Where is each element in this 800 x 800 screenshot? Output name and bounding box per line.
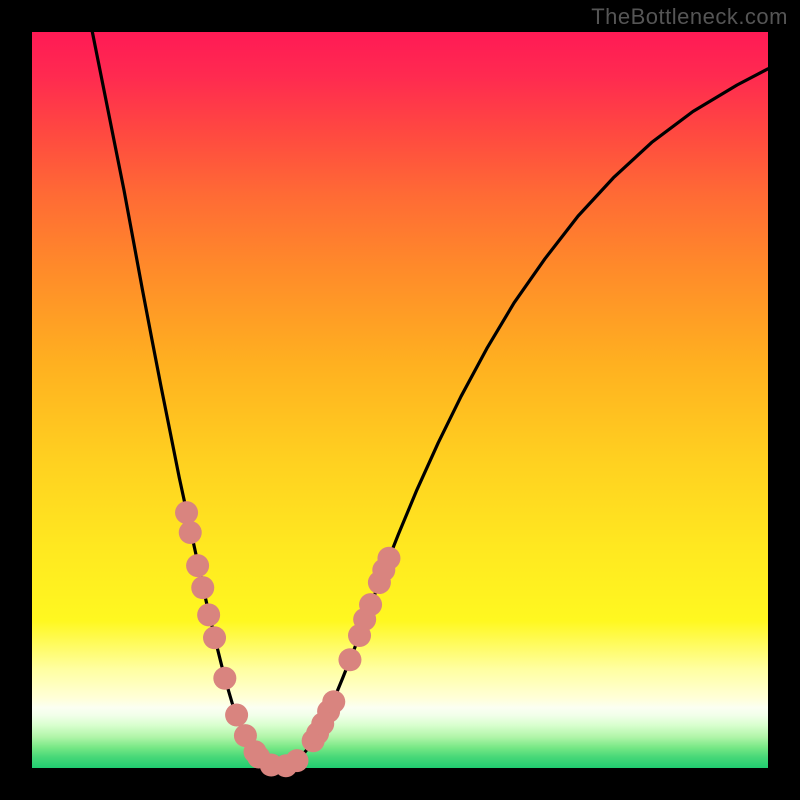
curve-marker (311, 712, 334, 735)
curve-marker (191, 576, 214, 599)
bottleneck-curve-line (92, 32, 768, 766)
curve-marker (338, 648, 361, 671)
curve-marker (175, 501, 198, 524)
curve-marker (186, 554, 209, 577)
curve-marker (225, 704, 248, 727)
curve-marker (322, 690, 345, 713)
curve-marker (377, 547, 400, 570)
curve-marker (203, 626, 226, 649)
chart-stage: TheBottleneck.com (0, 0, 800, 800)
curve-marker (197, 603, 220, 626)
curve-marker-group (175, 501, 400, 777)
curve-marker (359, 593, 382, 616)
curve-marker (285, 749, 308, 772)
curve-marker (213, 667, 236, 690)
plot-area (32, 32, 768, 768)
chart-overlay (32, 32, 768, 768)
watermark-text: TheBottleneck.com (591, 4, 788, 30)
curve-marker (179, 521, 202, 544)
